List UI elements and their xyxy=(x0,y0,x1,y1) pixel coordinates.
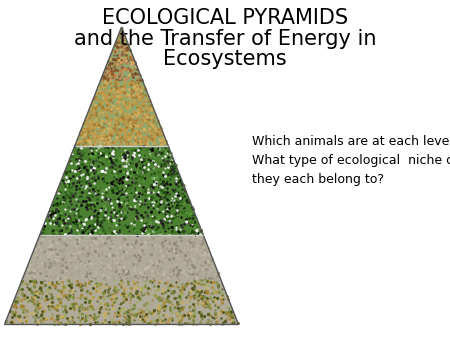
Text: ECOLOGICAL PYRAMIDS: ECOLOGICAL PYRAMIDS xyxy=(102,8,348,28)
Text: Ecosystems: Ecosystems xyxy=(163,49,287,69)
Polygon shape xyxy=(40,146,203,235)
Text: and the Transfer of Energy in: and the Transfer of Energy in xyxy=(74,29,376,49)
Polygon shape xyxy=(4,235,238,324)
Polygon shape xyxy=(75,27,168,146)
Text: Which animals are at each level?
What type of ecological  niche do
they each bel: Which animals are at each level? What ty… xyxy=(252,135,450,186)
